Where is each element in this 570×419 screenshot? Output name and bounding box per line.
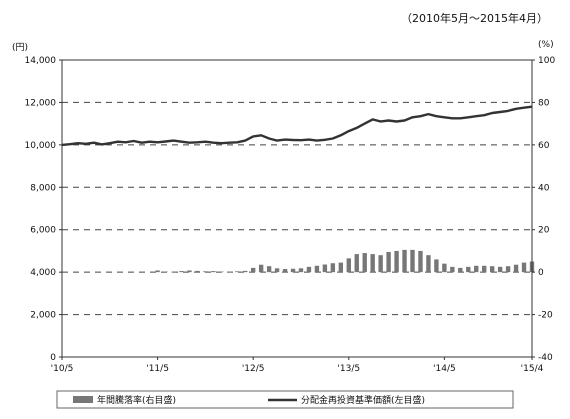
- y-right-tick-label: 80: [538, 98, 550, 108]
- plot-frame: [61, 59, 533, 358]
- bar: [394, 250, 399, 273]
- bar: [354, 254, 359, 273]
- bar: [235, 271, 240, 273]
- bar: [458, 267, 463, 273]
- bar: [434, 259, 439, 273]
- y-left-tick-label: 10,000: [25, 141, 57, 151]
- bar: [442, 263, 447, 273]
- y-left-tick-label: 6,000: [30, 226, 56, 236]
- y-left-tick-label: 8,000: [30, 183, 56, 193]
- bar: [513, 264, 519, 273]
- bar: [282, 268, 288, 273]
- bar: [163, 271, 168, 273]
- bar: [402, 249, 407, 273]
- period-label: （2010年5月～2015年4月）: [401, 12, 548, 25]
- y-left-tick-label: 14,000: [25, 56, 57, 66]
- bar: [322, 264, 328, 273]
- x-tick-label: '14/5: [433, 364, 456, 374]
- y-right-tick-label: 20: [538, 226, 550, 236]
- right-axis-unit: (%): [538, 40, 554, 50]
- y-right-tick-label: 100: [538, 56, 555, 66]
- x-tick-label: '12/5: [242, 364, 265, 374]
- bar: [426, 255, 431, 273]
- legend-label-line: 分配金再投資基準価額(左目盛): [301, 394, 425, 406]
- y-left-tick-label: 12,000: [25, 98, 57, 108]
- y-left-tick-label: 0: [50, 353, 56, 363]
- bar: [306, 266, 312, 273]
- y-right-tick-label: -20: [538, 311, 553, 321]
- y-right-tick-label: 40: [538, 183, 550, 193]
- bar: [274, 268, 280, 273]
- x-tick-label: '10/5: [51, 364, 74, 374]
- x-tick-label: '11/5: [146, 364, 169, 374]
- bar: [482, 265, 487, 273]
- bar: [450, 266, 455, 273]
- bar: [362, 253, 367, 273]
- left-axis-unit: (円): [12, 43, 29, 53]
- bar: [298, 268, 304, 273]
- bar: [474, 265, 479, 273]
- bar: [410, 249, 415, 273]
- bar: [203, 271, 208, 273]
- bar: [195, 270, 200, 273]
- bar: [250, 267, 256, 273]
- bar: [290, 268, 296, 273]
- bar: [179, 271, 184, 273]
- bar: [418, 250, 423, 273]
- bar: [370, 254, 375, 273]
- bar: [266, 266, 272, 273]
- bar: [314, 265, 320, 273]
- y-left-tick-label: 2,000: [30, 311, 56, 321]
- bar: [330, 263, 336, 273]
- bar: [219, 271, 224, 273]
- bar: [521, 262, 527, 273]
- bar: [466, 266, 471, 273]
- bar: [338, 262, 344, 273]
- y-right-tick-label: 60: [538, 141, 550, 151]
- bar: [187, 270, 192, 273]
- bar: [258, 264, 264, 273]
- bar: [211, 271, 216, 273]
- bar: [497, 266, 503, 273]
- bar: [505, 266, 511, 273]
- x-tick-label: '15/4: [521, 364, 544, 374]
- legend-label-bar: 年間騰落率(右目盛): [97, 394, 176, 406]
- bar: [489, 266, 495, 273]
- bar: [378, 255, 383, 273]
- bar: [171, 271, 176, 273]
- legend-swatch-bar: [73, 396, 93, 403]
- bar: [155, 270, 160, 273]
- nav-line: [61, 105, 533, 147]
- bar: [346, 258, 351, 273]
- bar: [386, 251, 391, 273]
- y-right-tick-label: 0: [538, 268, 544, 278]
- bar: [243, 270, 248, 273]
- y-right-tick-label: -40: [538, 353, 553, 363]
- bar: [227, 271, 232, 273]
- x-tick-label: '13/5: [337, 364, 360, 374]
- y-left-tick-label: 4,000: [30, 268, 56, 278]
